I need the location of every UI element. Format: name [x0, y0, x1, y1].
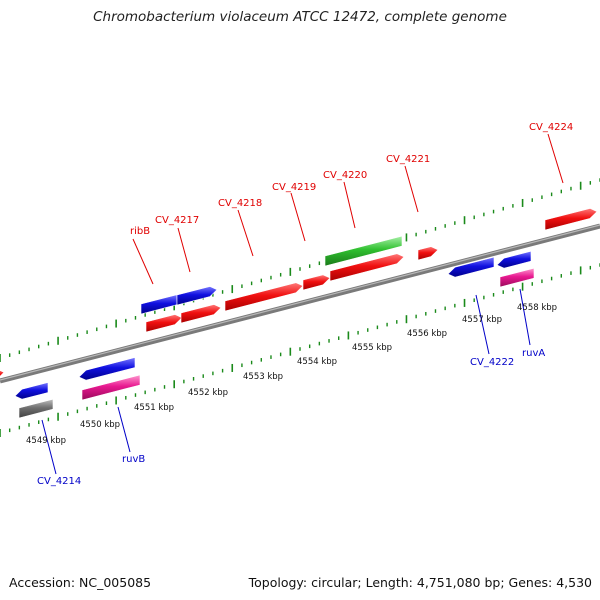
leader-ruvB: [117, 406, 131, 453]
leader-CV_4222: [475, 294, 490, 355]
leader-ribB: [132, 238, 154, 285]
kbp-label-4555: 4555 kbp: [352, 343, 392, 353]
topology-text: Topology: circular; Length: 4,751,080 bp…: [248, 575, 592, 590]
gene-CV_4220-red-arrow[interactable]: [329, 253, 405, 282]
gene-ribB-arrow[interactable]: [140, 294, 178, 315]
leader-CV_4217: [177, 227, 191, 273]
leader-CV_4218: [237, 209, 254, 257]
leader-CV_4219: [290, 192, 306, 242]
gene-ruvB-arrow[interactable]: [81, 374, 141, 401]
kbp-label-4550: 4550 kbp: [80, 420, 120, 430]
gene-label-CV_4220: CV_4220: [323, 170, 367, 181]
accession-text: Accession: NC_005085: [9, 575, 152, 590]
gene-left-edge-arrow[interactable]: [0, 369, 5, 381]
gene-CV_4224-arrow[interactable]: [544, 208, 598, 231]
gene-CV_4218-arrow[interactable]: [224, 282, 304, 312]
gene-CV_4222-arrow[interactable]: [447, 256, 495, 278]
kbp-label-4553: 4553 kbp: [243, 372, 283, 382]
leader-ruvA: [519, 288, 531, 346]
leader-CV_4224: [547, 133, 564, 184]
gene-label-ribB: ribB: [130, 226, 150, 237]
gene-label-CV_4219: CV_4219: [272, 182, 316, 193]
gene-label-CV_4222: CV_4222: [470, 357, 514, 368]
map-title: Chromobacterium violaceum ATCC 12472, co…: [93, 9, 507, 25]
kbp-label-4551: 4551 kbp: [134, 403, 174, 413]
kbp-label-4549: 4549 kbp: [26, 436, 66, 446]
reverse-genes: [14, 250, 535, 419]
gene-ruvB-blue-arrow[interactable]: [78, 357, 136, 381]
gene-ribB-red-arrow[interactable]: [145, 314, 183, 333]
kbp-label-4558: 4558 kbp: [517, 303, 557, 313]
gene-label-CV_4224: CV_4224: [529, 122, 573, 133]
leader-CV_4221: [404, 165, 419, 213]
gene-label-CV_4217: CV_4217: [155, 215, 199, 226]
reverse-tick-track: [0, 263, 600, 437]
kbp-label-4554: 4554 kbp: [297, 357, 337, 367]
gene-label-ruvB: ruvB: [122, 454, 145, 465]
genome-backbone-highlight: [0, 224, 600, 381]
kbp-label-4552: 4552 kbp: [188, 388, 228, 398]
gene-CV_4217-arrow[interactable]: [176, 286, 218, 306]
gene-label-CV_4218: CV_4218: [218, 198, 262, 209]
leader-CV_4214: [41, 419, 57, 475]
gene-ruvA-arrow[interactable]: [499, 267, 535, 288]
leader-CV_4220: [343, 181, 356, 229]
kbp-label-4556: 4556 kbp: [407, 329, 447, 339]
genome-backbone: [0, 223, 600, 384]
kbp-label-4557: 4557 kbp: [462, 315, 502, 325]
gene-CV_4219-arrow[interactable]: [302, 274, 331, 291]
gene-CV_4217-red-arrow[interactable]: [180, 304, 222, 324]
forward-tick-track: [0, 178, 600, 362]
forward-genes: [0, 208, 598, 381]
gene-ruvA-blue-arrow[interactable]: [496, 250, 532, 269]
gene-label-CV_4214: CV_4214: [37, 476, 81, 487]
gene-label-ruvA: ruvA: [522, 348, 545, 359]
gene-CV_4220-arrow[interactable]: [324, 235, 403, 267]
gene-CV_4221-arrow[interactable]: [417, 246, 439, 261]
gene-CV_4214-blue-arrow[interactable]: [14, 382, 49, 400]
gene-label-CV_4221: CV_4221: [386, 154, 430, 165]
gene-CV_4214-arrow[interactable]: [18, 398, 54, 419]
